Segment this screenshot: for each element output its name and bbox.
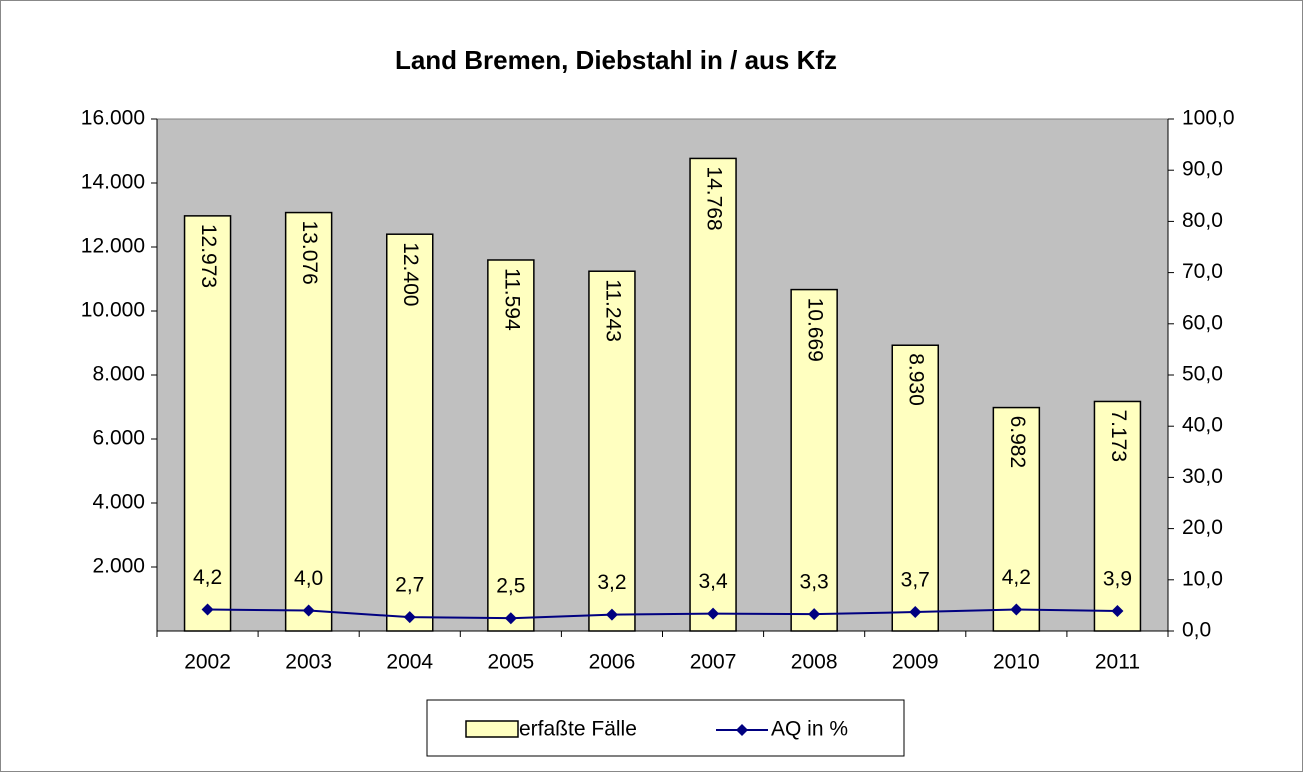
y-tick-label: 16.000 [81, 107, 145, 130]
legend-swatch [465, 720, 519, 738]
bar-value-label: 12.400 [399, 242, 422, 306]
x-tick-label: 2007 [690, 651, 737, 674]
line-marker [1111, 605, 1124, 618]
bar [588, 270, 636, 632]
bar [891, 344, 939, 632]
x-tick-label: 2002 [184, 651, 231, 674]
legend-label: AQ in % [771, 718, 848, 741]
bar [992, 406, 1041, 632]
line-marker [1010, 603, 1023, 616]
bar [790, 288, 838, 632]
bar-value-label: 7.173 [1107, 409, 1130, 462]
y2-tick-label: 20,0 [1182, 516, 1223, 539]
line-marker [707, 607, 720, 620]
y2-tick-label: 60,0 [1182, 311, 1223, 334]
bar [284, 211, 333, 632]
bar-value-label: 11.243 [601, 279, 624, 342]
line-marker [504, 612, 517, 625]
line-value-label: 4,0 [294, 567, 323, 590]
bar [386, 233, 434, 632]
bar-value-label: 12.973 [197, 224, 220, 288]
line-value-label: 4,2 [193, 566, 222, 589]
x-tick-label: 2009 [892, 651, 939, 674]
line-marker [201, 603, 214, 616]
y2-tick-label: 70,0 [1182, 260, 1223, 283]
line-value-label: 3,4 [698, 570, 728, 593]
line-marker [605, 608, 618, 621]
y2-tick-label: 100,0 [1182, 107, 1235, 130]
line-marker [302, 604, 315, 617]
bar [1093, 400, 1142, 632]
y2-tick-label: 90,0 [1182, 158, 1223, 181]
y2-tick-label: 40,0 [1182, 414, 1223, 437]
x-tick-label: 2003 [285, 651, 332, 674]
bar-value-label: 8.930 [905, 353, 928, 406]
y-tick-label: 10.000 [81, 299, 145, 322]
y-tick-label: 14.000 [81, 171, 145, 194]
y2-tick-label: 30,0 [1182, 465, 1223, 488]
bar-value-label: 14.768 [703, 166, 726, 230]
line-marker [909, 606, 922, 619]
bar-value-label: 11.594 [500, 268, 523, 331]
y-tick-label: 8.000 [92, 363, 145, 386]
bar [183, 215, 232, 632]
legend-label: erfaßte Fälle [519, 718, 637, 741]
line-value-label: 3,7 [901, 569, 930, 592]
y-tick-label: 4.000 [92, 491, 145, 514]
line [207, 608, 1118, 620]
x-tick-label: 2010 [993, 651, 1040, 674]
x-tick-label: 2011 [1095, 651, 1140, 674]
line-value-label: 3,2 [597, 571, 626, 594]
y-tick-label: 2.000 [92, 555, 145, 578]
x-tick-label: 2004 [386, 651, 433, 674]
line-marker [808, 608, 821, 621]
line-value-label: 3,9 [1103, 568, 1132, 591]
y2-tick-label: 80,0 [1182, 209, 1223, 232]
line-value-label: 2,7 [395, 574, 424, 597]
y2-tick-label: 50,0 [1182, 363, 1223, 386]
bar-value-label: 10.669 [804, 298, 827, 362]
y-tick-label: 6.000 [92, 427, 145, 450]
line-marker [403, 611, 416, 624]
chart-title: Land Bremen, Diebstahl in / aus Kfz [395, 45, 837, 75]
bar [487, 259, 535, 632]
line-value-label: 3,3 [800, 571, 829, 594]
y2-tick-label: 10,0 [1182, 567, 1223, 590]
bar-value-label: 6.982 [1006, 416, 1029, 469]
line-value-label: 2,5 [496, 575, 525, 598]
y-tick-label: 12.000 [81, 235, 145, 258]
bar-value-label: 13.076 [298, 221, 321, 285]
legend-swatch [736, 724, 748, 736]
x-tick-label: 2005 [487, 651, 534, 674]
bar [689, 157, 737, 632]
x-tick-label: 2006 [589, 651, 636, 674]
line-value-label: 4,2 [1002, 566, 1031, 589]
y2-tick-label: 0,0 [1182, 619, 1211, 642]
x-tick-label: 2008 [791, 651, 838, 674]
